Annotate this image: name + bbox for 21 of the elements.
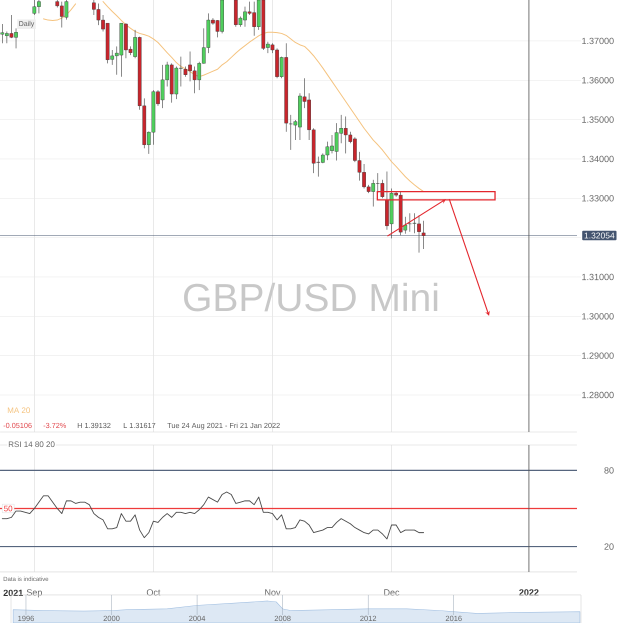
- annotation: RSI 14 80 20: [8, 441, 55, 448]
- ref-line-label: 50: [4, 506, 12, 512]
- x-tick-label: 2022: [519, 589, 539, 596]
- y-tick-label: 1.30000: [582, 313, 614, 320]
- y-tick-label: 1.34000: [582, 156, 614, 162]
- x-tick-label: Oct: [146, 589, 160, 596]
- y-tick-label: 1.31000: [582, 274, 614, 280]
- y-tick-label: 1.29000: [582, 352, 614, 359]
- x-tick-label: Dec: [384, 589, 400, 596]
- x-tick-label: Sep: [26, 589, 42, 598]
- x-tick-label: Nov: [265, 589, 280, 596]
- y-tick-label: 20: [604, 543, 614, 550]
- text: MA 20: [8, 407, 30, 414]
- y-tick-label: 1.33000: [582, 195, 614, 202]
- y-tick-label: 1.37000: [582, 38, 614, 44]
- y-tick-label: 1.36000: [582, 77, 614, 84]
- text: 2021: [4, 590, 23, 596]
- y-tick-label: 1.28000: [582, 392, 614, 398]
- y-tick-label: 1.35000: [582, 116, 614, 123]
- ref-line-label: 1.32054: [584, 232, 614, 239]
- y-tick-label: 80: [604, 467, 614, 474]
